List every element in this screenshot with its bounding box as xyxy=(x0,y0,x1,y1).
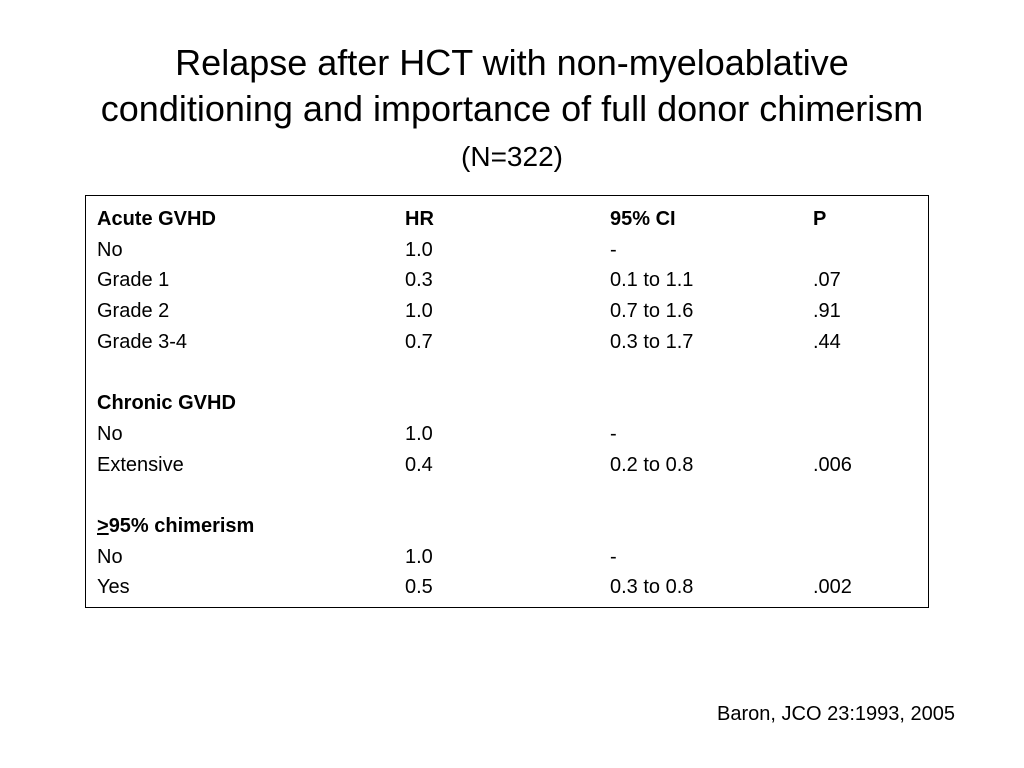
row-label: No xyxy=(97,238,123,261)
table-header-row: Acute GVHD HR 95% CI P xyxy=(97,204,913,235)
ci-cell: 0.3 to 1.7 xyxy=(610,330,694,353)
hr-cell: 1.0 xyxy=(405,238,433,261)
section-heading-row: Chronic GVHD xyxy=(97,388,913,419)
title-line-2: conditioning and importance of full dono… xyxy=(100,88,924,129)
p-cell: .006 xyxy=(813,453,852,476)
table-row: Extensive 0.4 0.2 to 0.8 .006 xyxy=(97,450,913,481)
hr-cell: 0.5 xyxy=(405,576,433,599)
section-heading-row: >95% chimerism xyxy=(97,511,913,542)
spacer-row xyxy=(97,480,913,511)
p-cell: .07 xyxy=(813,269,841,292)
hr-cell: 0.7 xyxy=(405,330,433,353)
slide-subtitle: (N=322) xyxy=(461,141,563,172)
table-row: Grade 3-4 0.7 0.3 to 1.7 .44 xyxy=(97,327,913,358)
hr-cell: 1.0 xyxy=(405,300,433,323)
table-row: No 1.0 - xyxy=(97,419,913,450)
greater-equal-symbol: > xyxy=(97,515,109,537)
ci-cell: 0.1 to 1.1 xyxy=(610,269,694,292)
table-row: No 1.0 - xyxy=(97,235,913,266)
hr-cell: 0.3 xyxy=(405,269,433,292)
table-row: Grade 1 0.3 0.1 to 1.1 .07 xyxy=(97,265,913,296)
row-label: Extensive xyxy=(97,453,184,476)
p-cell xyxy=(813,542,913,573)
hr-column-header: HR xyxy=(405,208,434,230)
chronic-gvhd-heading: Chronic GVHD xyxy=(97,392,236,415)
title-line-1: Relapse after HCT with non-myeloablative xyxy=(175,42,849,83)
slide-title: Relapse after HCT with non-myeloablative… xyxy=(0,40,1024,132)
ci-cell: - xyxy=(610,545,617,568)
p-column-header: P xyxy=(813,208,827,230)
ci-cell: - xyxy=(610,422,617,445)
row-label: Grade 3-4 xyxy=(97,330,188,353)
ci-cell: 0.7 to 1.6 xyxy=(610,300,694,323)
p-cell: .91 xyxy=(813,300,841,323)
p-cell: .002 xyxy=(813,576,852,599)
chimerism-heading: >95% chimerism xyxy=(97,511,405,542)
acute-gvhd-heading: Acute GVHD xyxy=(97,208,216,230)
p-cell: .44 xyxy=(813,330,841,353)
ci-column-header: 95% CI xyxy=(610,208,676,230)
p-cell xyxy=(813,419,913,450)
row-label: No xyxy=(97,545,123,568)
results-table: Acute GVHD HR 95% CI P No 1.0 - Grade 1 … xyxy=(97,204,913,603)
p-cell xyxy=(813,235,913,266)
ci-cell: - xyxy=(610,238,617,261)
row-label: Grade 1 xyxy=(97,269,170,292)
row-label: Yes xyxy=(97,576,130,599)
table-row: No 1.0 - xyxy=(97,542,913,573)
chimerism-heading-text: 95% chimerism xyxy=(108,515,255,537)
table-row: Yes 0.5 0.3 to 0.8 .002 xyxy=(97,572,913,603)
table-row: Grade 2 1.0 0.7 to 1.6 .91 xyxy=(97,296,913,327)
row-label: Grade 2 xyxy=(97,300,170,323)
hr-cell: 1.0 xyxy=(405,422,433,445)
ci-cell: 0.2 to 0.8 xyxy=(610,453,694,476)
hr-cell: 0.4 xyxy=(405,453,433,476)
results-table-box: Acute GVHD HR 95% CI P No 1.0 - Grade 1 … xyxy=(85,195,929,608)
ci-cell: 0.3 to 0.8 xyxy=(610,576,694,599)
row-label: No xyxy=(97,422,123,445)
spacer-row xyxy=(97,358,913,389)
citation: Baron, JCO 23:1993, 2005 xyxy=(717,703,955,725)
hr-cell: 1.0 xyxy=(405,545,433,568)
